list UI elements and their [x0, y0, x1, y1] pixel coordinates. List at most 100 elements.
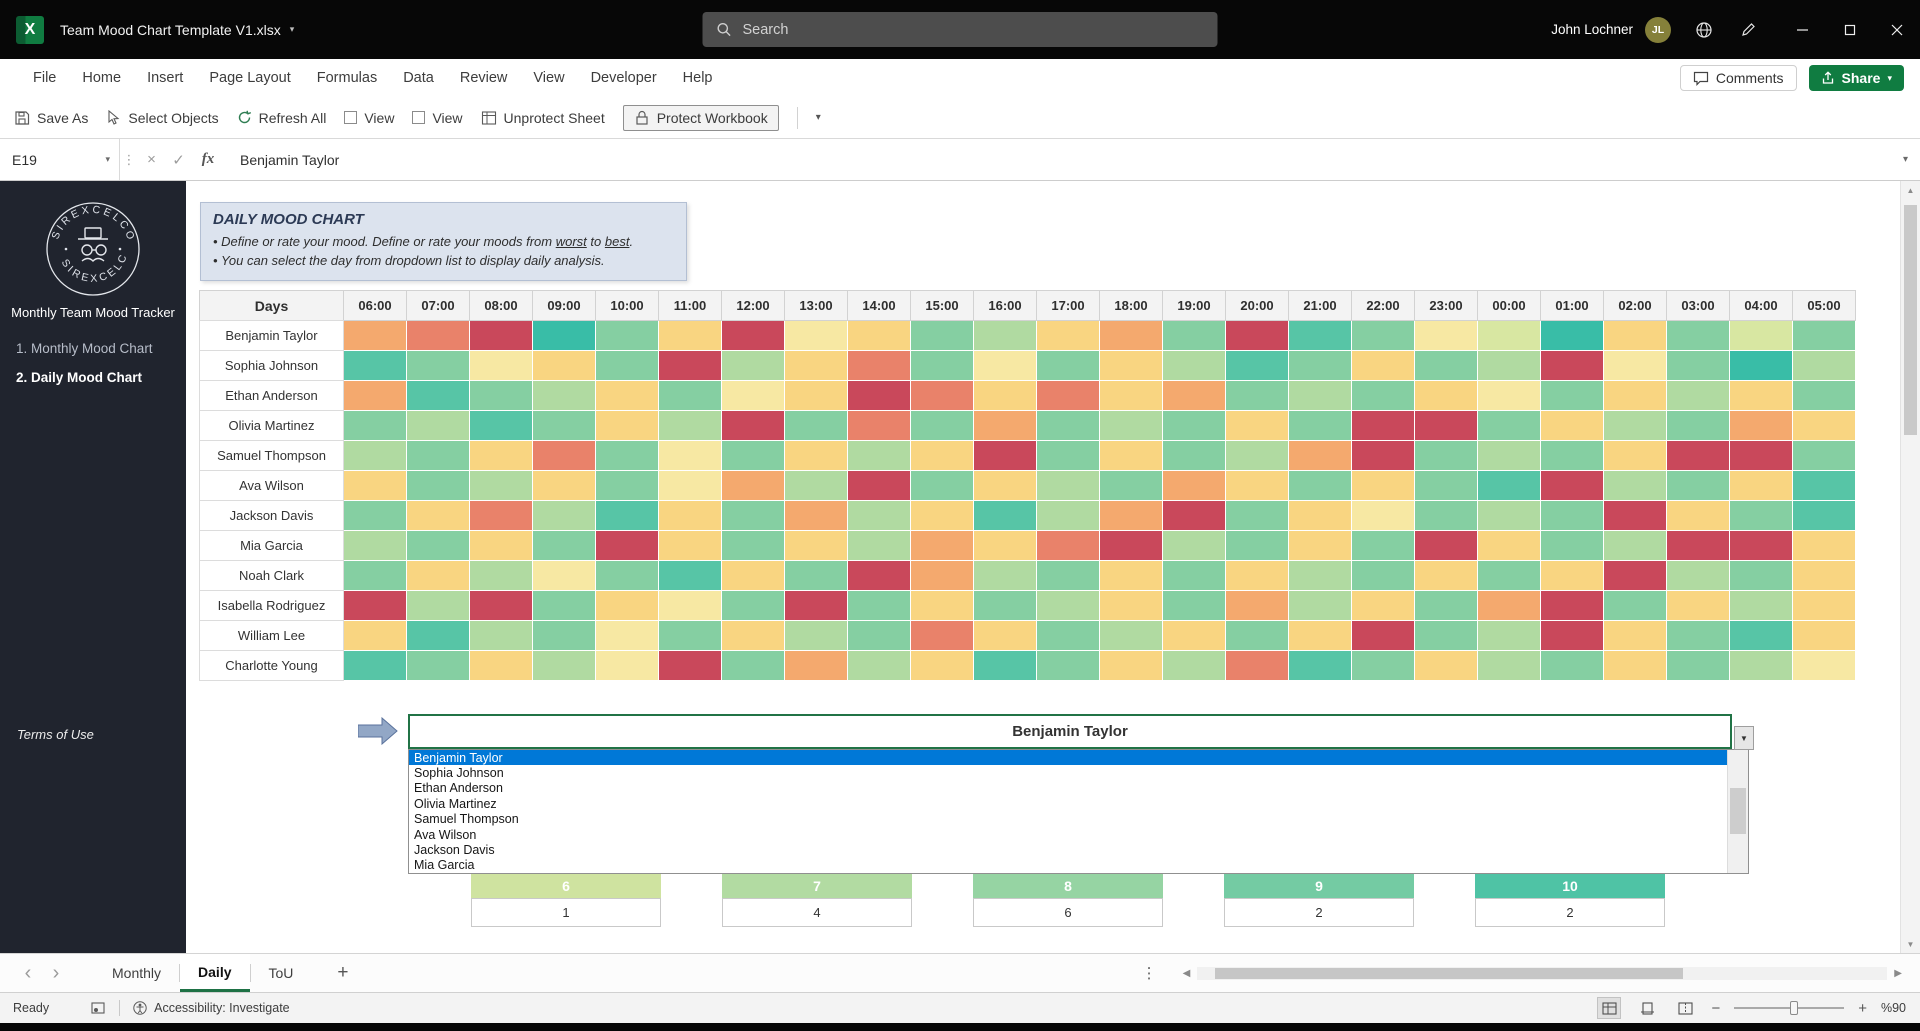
- mood-cell[interactable]: [1793, 651, 1855, 680]
- mood-cell[interactable]: [1415, 561, 1477, 590]
- mood-cell[interactable]: [470, 381, 532, 410]
- mood-cell[interactable]: [1415, 471, 1477, 500]
- mood-cell[interactable]: [1478, 531, 1540, 560]
- mood-cell[interactable]: [533, 531, 595, 560]
- mood-cell[interactable]: [407, 591, 469, 620]
- mood-cell[interactable]: [344, 651, 406, 680]
- mood-cell[interactable]: [1163, 381, 1225, 410]
- mood-cell[interactable]: [1793, 381, 1855, 410]
- mood-cell[interactable]: [1100, 351, 1162, 380]
- mood-cell[interactable]: [1037, 471, 1099, 500]
- ribbon-tab-data[interactable]: Data: [403, 70, 434, 86]
- mood-cell[interactable]: [470, 591, 532, 620]
- mood-cell[interactable]: [470, 531, 532, 560]
- mood-cell[interactable]: [1478, 411, 1540, 440]
- mood-cell[interactable]: [470, 621, 532, 650]
- mood-cell[interactable]: [911, 501, 973, 530]
- mood-cell[interactable]: [1037, 531, 1099, 560]
- sheet-tab-monthly[interactable]: Monthly: [112, 965, 162, 981]
- mood-cell[interactable]: [785, 321, 847, 350]
- formula-input[interactable]: Benjamin Taylor: [240, 151, 340, 168]
- mood-cell[interactable]: [344, 411, 406, 440]
- mood-cell[interactable]: [1604, 471, 1666, 500]
- mood-cell[interactable]: [1541, 561, 1603, 590]
- sidebar-item[interactable]: 2. Daily Mood Chart: [16, 370, 143, 385]
- ribbon-tab-file[interactable]: File: [33, 70, 57, 86]
- mood-cell[interactable]: [1730, 591, 1792, 620]
- mood-cell[interactable]: [659, 561, 721, 590]
- mood-cell[interactable]: [344, 561, 406, 590]
- page-layout-view-icon[interactable]: [1635, 997, 1659, 1019]
- mood-cell[interactable]: [1226, 621, 1288, 650]
- mood-cell[interactable]: [1604, 381, 1666, 410]
- mood-cell[interactable]: [1352, 591, 1414, 620]
- mood-cell[interactable]: [1415, 381, 1477, 410]
- mood-cell[interactable]: [1541, 351, 1603, 380]
- avatar[interactable]: JL: [1645, 16, 1671, 43]
- mood-cell[interactable]: [1478, 381, 1540, 410]
- zoom-slider[interactable]: [1734, 1001, 1845, 1015]
- view-checkbox-1[interactable]: View: [344, 110, 394, 126]
- mood-cell[interactable]: [785, 531, 847, 560]
- mood-cell[interactable]: [596, 321, 658, 350]
- mood-cell[interactable]: [407, 441, 469, 470]
- mood-cell[interactable]: [1667, 531, 1729, 560]
- mood-cell[interactable]: [1163, 591, 1225, 620]
- mood-cell[interactable]: [1289, 651, 1351, 680]
- mood-cell[interactable]: [1037, 651, 1099, 680]
- mood-cell[interactable]: [659, 651, 721, 680]
- mood-cell[interactable]: [1478, 621, 1540, 650]
- mood-cell[interactable]: [848, 441, 910, 470]
- mood-cell[interactable]: [1352, 381, 1414, 410]
- mood-cell[interactable]: [1226, 531, 1288, 560]
- mood-cell[interactable]: [596, 561, 658, 590]
- mood-cell[interactable]: [659, 471, 721, 500]
- scroll-left-icon[interactable]: ◀: [1182, 967, 1191, 979]
- mood-cell[interactable]: [1352, 501, 1414, 530]
- minimize-button[interactable]: [1779, 0, 1826, 59]
- mood-cell[interactable]: [1226, 411, 1288, 440]
- mood-cell[interactable]: [1541, 411, 1603, 440]
- mood-cell[interactable]: [1037, 441, 1099, 470]
- mood-cell[interactable]: [722, 621, 784, 650]
- zoom-level[interactable]: %90: [1880, 1001, 1906, 1015]
- sidebar-item[interactable]: 1. Monthly Mood Chart: [16, 341, 153, 356]
- mood-cell[interactable]: [659, 591, 721, 620]
- vertical-scrollbar-thumb[interactable]: [1904, 205, 1917, 435]
- mood-cell[interactable]: [848, 591, 910, 620]
- mood-cell[interactable]: [1667, 471, 1729, 500]
- mood-cell[interactable]: [1730, 621, 1792, 650]
- mood-cell[interactable]: [1352, 561, 1414, 590]
- mood-cell[interactable]: [1037, 501, 1099, 530]
- mood-cell[interactable]: [1415, 621, 1477, 650]
- mood-cell[interactable]: [1667, 381, 1729, 410]
- mood-cell[interactable]: [1667, 501, 1729, 530]
- mood-cell[interactable]: [1163, 411, 1225, 440]
- mood-cell[interactable]: [974, 321, 1036, 350]
- sheet-nav-left-icon[interactable]: ‹: [24, 961, 32, 984]
- mood-cell[interactable]: [1730, 561, 1792, 590]
- mood-cell[interactable]: [911, 441, 973, 470]
- mood-cell[interactable]: [974, 381, 1036, 410]
- mood-cell[interactable]: [974, 441, 1036, 470]
- mood-cell[interactable]: [1541, 471, 1603, 500]
- refresh-all-button[interactable]: Refresh All: [237, 110, 326, 126]
- mood-cell[interactable]: [659, 321, 721, 350]
- mood-cell[interactable]: [785, 351, 847, 380]
- mood-cell[interactable]: [974, 651, 1036, 680]
- dropdown-scrollbar[interactable]: [1727, 750, 1748, 873]
- mood-cell[interactable]: [1100, 381, 1162, 410]
- mood-cell[interactable]: [1226, 651, 1288, 680]
- zoom-in-button[interactable]: +: [1858, 999, 1867, 1017]
- mood-cell[interactable]: [848, 381, 910, 410]
- mood-cell[interactable]: [1667, 621, 1729, 650]
- mood-cell[interactable]: [1730, 651, 1792, 680]
- mood-cell[interactable]: [1289, 471, 1351, 500]
- mood-cell[interactable]: [1541, 531, 1603, 560]
- sheet-tab-tou[interactable]: ToU: [268, 965, 294, 981]
- mood-cell[interactable]: [1163, 321, 1225, 350]
- horizontal-scrollbar-thumb[interactable]: [1215, 967, 1684, 979]
- mood-cell[interactable]: [533, 471, 595, 500]
- mood-cell[interactable]: [1100, 621, 1162, 650]
- mood-cell[interactable]: [1163, 621, 1225, 650]
